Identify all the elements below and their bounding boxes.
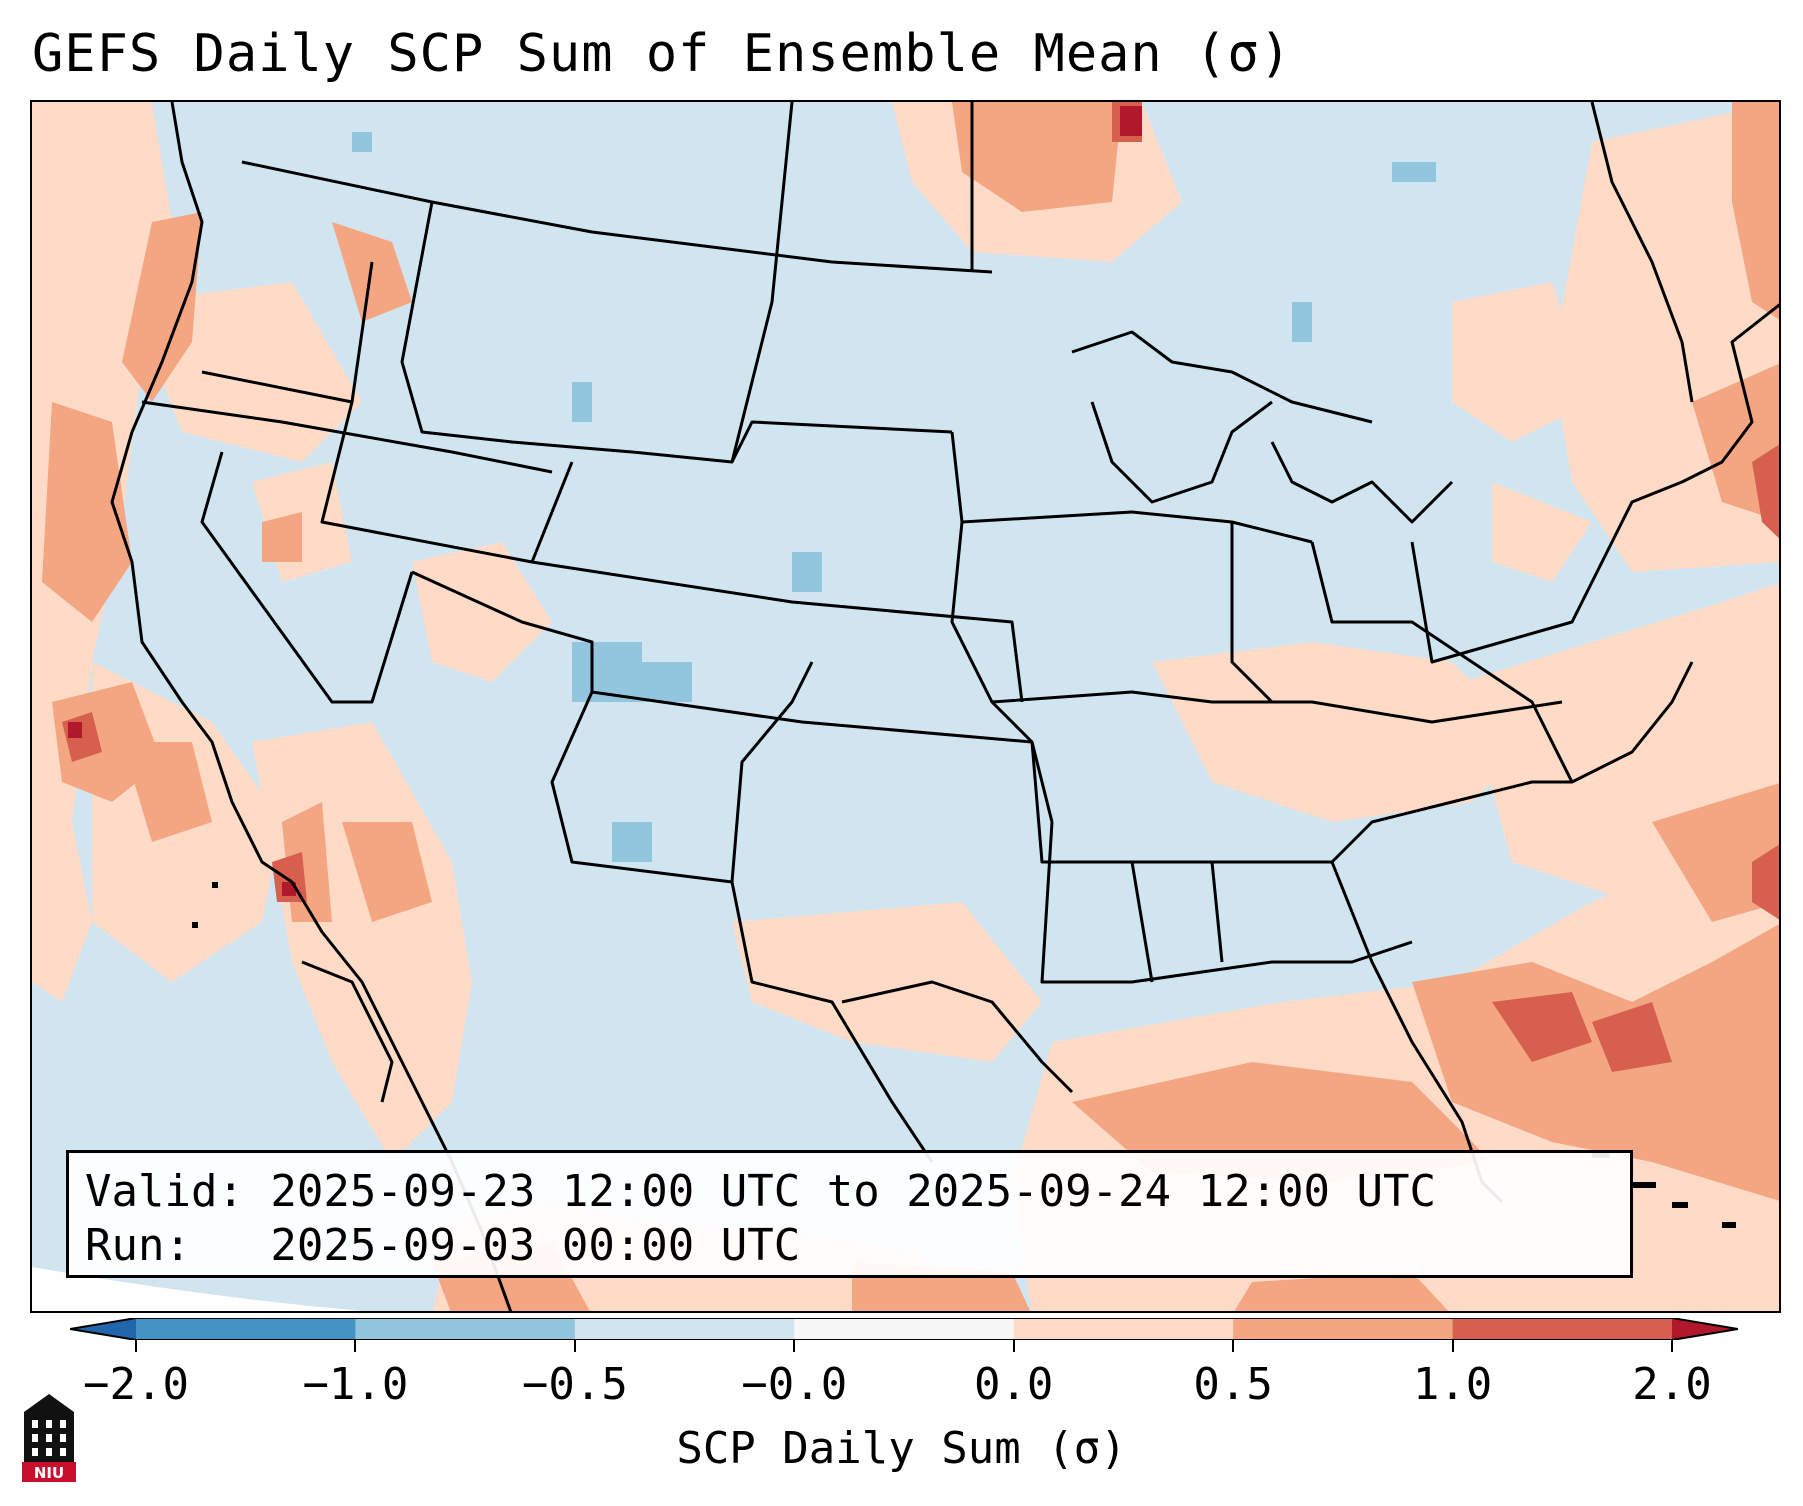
- colorbar-bin: [574, 1318, 795, 1340]
- valid-time-line: Valid: 2025-09-23 12:00 UTC to 2025-09-2…: [85, 1166, 1437, 1217]
- colorbar-tick-mark: [793, 1340, 796, 1352]
- map-svg: [32, 102, 1779, 1311]
- border-lake-michigan: [1090, 400, 1273, 504]
- colorbar-bins: [136, 1318, 1673, 1340]
- border-texas-coast: [841, 980, 1074, 1094]
- border-ia-mo: [961, 510, 1313, 544]
- border-co-ks: [591, 690, 1054, 823]
- map-panel: [30, 100, 1781, 1313]
- border-new-england: [1590, 102, 1694, 403]
- border-wy-co: [531, 560, 1024, 703]
- border-nm-tx: [730, 881, 934, 1163]
- border-ms-al: [1130, 861, 1154, 983]
- colorbar-tick-mark: [135, 1340, 137, 1352]
- projection-edge-left: [32, 1267, 363, 1311]
- logo-text: NIU: [34, 1464, 64, 1482]
- border-ut-az: [411, 570, 814, 884]
- border-states-north: [400, 201, 953, 464]
- border-il-in: [1230, 522, 1274, 704]
- colorbar-tick-label: 0.5: [1193, 1359, 1273, 1410]
- colorbar-tick-label: 1.0: [1412, 1359, 1493, 1410]
- colorbar-tick-label: 2.0: [1632, 1359, 1712, 1410]
- colorbar-bin: [1013, 1318, 1234, 1340]
- colorbar-tick-mark: [1232, 1340, 1235, 1352]
- boundaries: [110, 102, 1779, 1311]
- colorbar-tick-label: −1.0: [302, 1359, 409, 1410]
- anomaly-field-positive-strong: [62, 102, 1779, 1072]
- colorbar-bin: [794, 1318, 1015, 1340]
- colorbar-tick-label: −0.0: [741, 1359, 848, 1410]
- colorbar-tick-mark: [1451, 1340, 1454, 1352]
- border-id: [320, 401, 574, 564]
- border-mo-ar: [991, 690, 1563, 724]
- colorbar-over-arrow: [1672, 1318, 1738, 1340]
- colorbar-label: SCP Daily Sum (σ): [676, 1423, 1127, 1474]
- chart-title: GEFS Daily SCP Sum of Ensemble Mean (σ): [32, 24, 1292, 84]
- colorbar-tick-label: 0.0: [973, 1359, 1054, 1410]
- border-baja: [301, 960, 394, 1103]
- canada-us-border: [241, 160, 993, 274]
- colorbar-tick-mark: [1671, 1340, 1673, 1352]
- anomaly-field-negative: [352, 132, 1436, 862]
- colorbar-bin: [1452, 1318, 1673, 1340]
- border-northeast-coast: [1590, 303, 1779, 583]
- border-or-ca: [141, 400, 553, 474]
- border-central: [950, 431, 1034, 744]
- border-al-ga: [1210, 861, 1224, 963]
- border-oh-va: [1310, 541, 1574, 783]
- colorbar-tick-label: −0.5: [521, 1359, 628, 1410]
- run-time-line: Run: 2025-09-03 00:00 UTC: [85, 1220, 801, 1271]
- niu-tower-logo-icon: NIU: [22, 1394, 76, 1482]
- border-pa: [1410, 541, 1594, 664]
- colorbar-bin: [136, 1318, 356, 1340]
- border-lake-erie: [1270, 441, 1454, 524]
- border-nv: [200, 451, 414, 704]
- colorbar-bin: [355, 1318, 576, 1340]
- validity-info-box: Valid: 2025-09-23 12:00 UTC to 2025-09-2…: [66, 1150, 1633, 1278]
- border-la-gulf: [1040, 821, 1413, 984]
- border-mt-dakota: [730, 102, 794, 463]
- colorbar-tick-mark: [354, 1340, 357, 1352]
- colorbar-under-arrow: [70, 1318, 136, 1340]
- colorbar-tick-mark: [1012, 1340, 1015, 1352]
- west-coast: [110, 102, 513, 1311]
- colorbar-tick-mark: [573, 1340, 576, 1352]
- colorbar-bin: [1233, 1318, 1454, 1340]
- border-southeast-coast: [1330, 661, 1694, 864]
- border-great-lakes-north: [1071, 330, 1373, 424]
- colorbar: [70, 1318, 1738, 1340]
- colorbar-tick-label: −2.0: [83, 1359, 189, 1410]
